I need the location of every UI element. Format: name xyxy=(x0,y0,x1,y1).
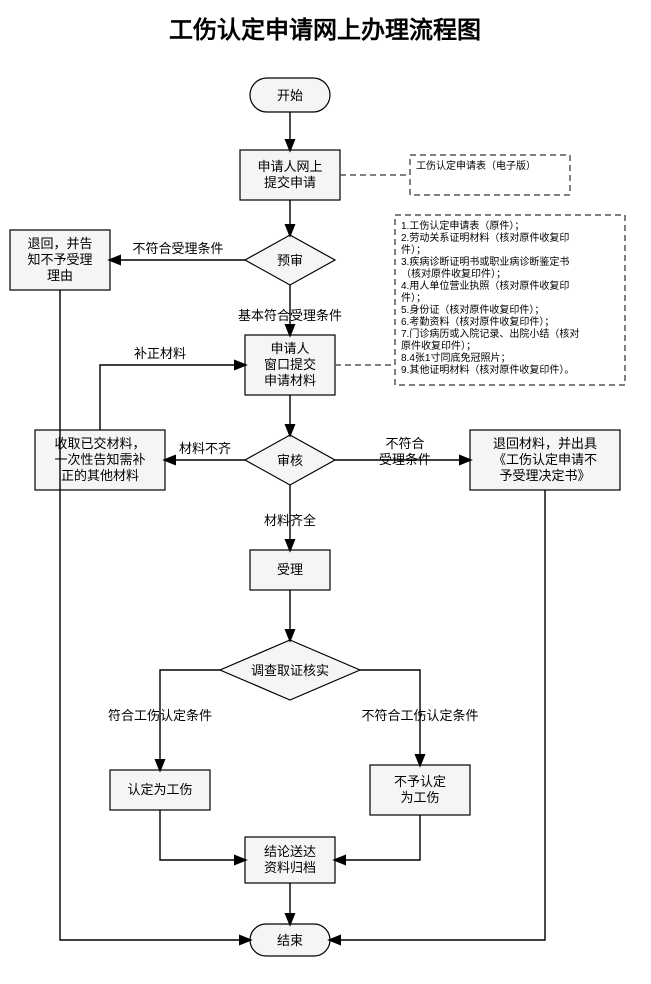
svg-text:预审: 预审 xyxy=(277,253,303,268)
edge-label-pre-fail: 不符合受理条件 xyxy=(132,241,223,256)
page-title: 工伤认定申请网上办理流程图 xyxy=(169,16,481,44)
svg-text:工伤认定申请表（电子版）: 工伤认定申请表（电子版） xyxy=(416,159,536,172)
node-form_note: 工伤认定申请表（电子版） xyxy=(410,155,570,195)
node-accept: 受理 xyxy=(250,550,330,590)
node-end: 结束 xyxy=(250,924,330,956)
svg-text:（核对原件收复印件）；: （核对原件收复印件）； xyxy=(401,267,506,280)
svg-text:6.考勤资料（核对原件收复印件）；: 6.考勤资料（核对原件收复印件）； xyxy=(401,315,554,328)
node-review: 审核 xyxy=(245,435,335,485)
svg-text:一次性告知需补: 一次性告知需补 xyxy=(54,452,145,467)
svg-text:结束: 结束 xyxy=(277,933,303,948)
node-investigate: 调查取证核实 xyxy=(220,640,360,700)
svg-text:正的其他材料: 正的其他材料 xyxy=(61,468,139,483)
node-supplement: 收取已交材料，一次性告知需补正的其他材料 xyxy=(35,430,165,490)
svg-text:调查取证核实: 调查取证核实 xyxy=(251,663,329,678)
node-approve: 认定为工伤 xyxy=(110,770,210,810)
svg-text:2.劳动关系证明材料（核对原件收复印: 2.劳动关系证明材料（核对原件收复印 xyxy=(401,231,569,244)
edge-label-review-fail-1: 不符合 xyxy=(385,436,424,451)
svg-text:7.门诊病历或入院记录、出院小结（核对: 7.门诊病历或入院记录、出院小结（核对 xyxy=(401,327,579,340)
svg-text:退回，并告: 退回，并告 xyxy=(27,236,92,251)
edge-label-review-fail-2: 受理条件 xyxy=(379,452,431,467)
node-reject: 退回，并告知不予受理理由 xyxy=(10,230,110,290)
svg-text:《工伤认定申请不: 《工伤认定申请不 xyxy=(493,452,597,467)
svg-text:收取已交材料，: 收取已交材料， xyxy=(54,436,145,451)
svg-text:1.工伤认定申请表（原件）；: 1.工伤认定申请表（原件）； xyxy=(401,219,524,232)
node-materials_note: 1.工伤认定申请表（原件）；2.劳动关系证明材料（核对原件收复印件）；3.疾病诊… xyxy=(395,215,625,385)
edge-label-complete: 材料齐全 xyxy=(264,513,316,528)
edge-label-pre-pass: 基本符合受理条件 xyxy=(238,308,342,323)
svg-text:窗口提交: 窗口提交 xyxy=(264,357,316,372)
svg-text:件）；: 件）； xyxy=(401,244,426,256)
node-archive: 结论送达资料归档 xyxy=(245,837,335,883)
svg-text:结论送达: 结论送达 xyxy=(264,844,316,859)
edge xyxy=(160,810,245,860)
svg-text:不予认定: 不予认定 xyxy=(394,774,446,789)
svg-text:9.其他证明材料（核对原件收复印件）。: 9.其他证明材料（核对原件收复印件）。 xyxy=(401,363,574,376)
svg-text:认定为工伤: 认定为工伤 xyxy=(127,782,192,797)
svg-text:5.身份证（核对原件收复印件）；: 5.身份证（核对原件收复印件）； xyxy=(401,303,544,316)
svg-text:知不予受理: 知不予受理 xyxy=(27,252,92,267)
svg-text:退回材料，并出具: 退回材料，并出具 xyxy=(493,436,597,451)
node-return_doc: 退回材料，并出具《工伤认定申请不予受理决定书》 xyxy=(470,430,620,490)
svg-text:8.4张1寸同底免冠照片；: 8.4张1寸同底免冠照片； xyxy=(401,351,510,364)
svg-text:申请材料: 申请材料 xyxy=(264,373,316,388)
svg-text:资料归档: 资料归档 xyxy=(264,860,316,875)
svg-text:申请人网上: 申请人网上 xyxy=(257,159,322,174)
svg-text:予受理决定书》: 予受理决定书》 xyxy=(499,468,590,483)
node-start: 开始 xyxy=(250,78,330,112)
edge xyxy=(60,290,250,940)
node-submit: 申请人网上提交申请 xyxy=(240,150,340,200)
svg-text:为工伤: 为工伤 xyxy=(400,790,439,805)
svg-text:理由: 理由 xyxy=(47,268,73,283)
edge xyxy=(100,365,245,430)
svg-text:原件收复印件）；: 原件收复印件）； xyxy=(401,339,476,352)
svg-text:提交申请: 提交申请 xyxy=(264,175,316,190)
svg-text:4.用人单位营业执照（核对原件收复印: 4.用人单位营业执照（核对原件收复印 xyxy=(401,279,569,292)
svg-text:开始: 开始 xyxy=(277,88,303,103)
edge-label-incomplete: 材料不齐 xyxy=(179,441,231,456)
svg-text:申请人: 申请人 xyxy=(270,341,309,356)
node-window: 申请人窗口提交申请材料 xyxy=(245,335,335,395)
svg-text:审核: 审核 xyxy=(277,453,303,468)
svg-text:3.疾病诊断证明书或职业病诊断鉴定书: 3.疾病诊断证明书或职业病诊断鉴定书 xyxy=(401,255,569,268)
node-deny: 不予认定为工伤 xyxy=(370,765,470,815)
svg-text:受理: 受理 xyxy=(277,562,303,577)
node-preaudit: 预审 xyxy=(245,235,335,285)
svg-text:件）；: 件）； xyxy=(401,292,426,304)
edge-label-inv-pass: 符合工伤认定条件 xyxy=(108,708,212,723)
edge-label-supplement: 补正材料 xyxy=(134,346,186,361)
edge-label-inv-fail: 不符合工伤认定条件 xyxy=(361,708,478,723)
edge xyxy=(335,815,420,860)
